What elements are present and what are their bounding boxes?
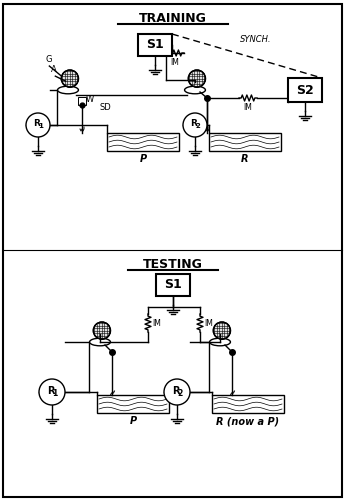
Circle shape [93,322,110,339]
Text: IM: IM [204,318,213,328]
Bar [212,395,284,413]
Bar [97,395,169,413]
Text: P: P [129,416,137,426]
Text: R: R [172,386,180,396]
Bar [107,133,179,151]
Circle shape [213,322,230,339]
Ellipse shape [210,338,230,346]
Text: G: G [45,55,52,64]
Bar [156,274,190,296]
Circle shape [164,379,190,405]
Text: S1: S1 [164,278,182,291]
Ellipse shape [90,338,110,346]
Text: 2: 2 [177,388,183,398]
Circle shape [26,113,50,137]
Text: R: R [34,120,40,128]
Text: A: A [51,65,56,74]
Text: P: P [139,154,147,164]
Bar [288,78,322,102]
Text: R: R [241,154,249,164]
Text: S1: S1 [146,38,164,52]
Bar [78,97,86,105]
Text: IM: IM [171,58,180,67]
Text: 2: 2 [195,123,200,129]
Text: TRAINING: TRAINING [139,12,207,25]
Text: SYNCH.: SYNCH. [239,36,271,44]
Text: 1: 1 [52,388,58,398]
Text: R (now a P): R (now a P) [217,416,280,426]
Text: S2: S2 [296,84,314,96]
Text: IM: IM [152,318,161,328]
Text: IM: IM [244,103,253,112]
Text: W: W [86,96,94,104]
Text: 1: 1 [38,123,44,129]
Circle shape [61,70,79,87]
Circle shape [188,70,206,87]
Circle shape [183,113,207,137]
Bar [138,34,172,56]
Ellipse shape [184,86,206,94]
Text: R: R [47,386,55,396]
Circle shape [39,379,65,405]
Text: TESTING: TESTING [143,258,203,271]
Bar [209,133,281,151]
Text: R: R [191,120,198,128]
Text: SD: SD [100,104,112,112]
Ellipse shape [57,86,79,94]
